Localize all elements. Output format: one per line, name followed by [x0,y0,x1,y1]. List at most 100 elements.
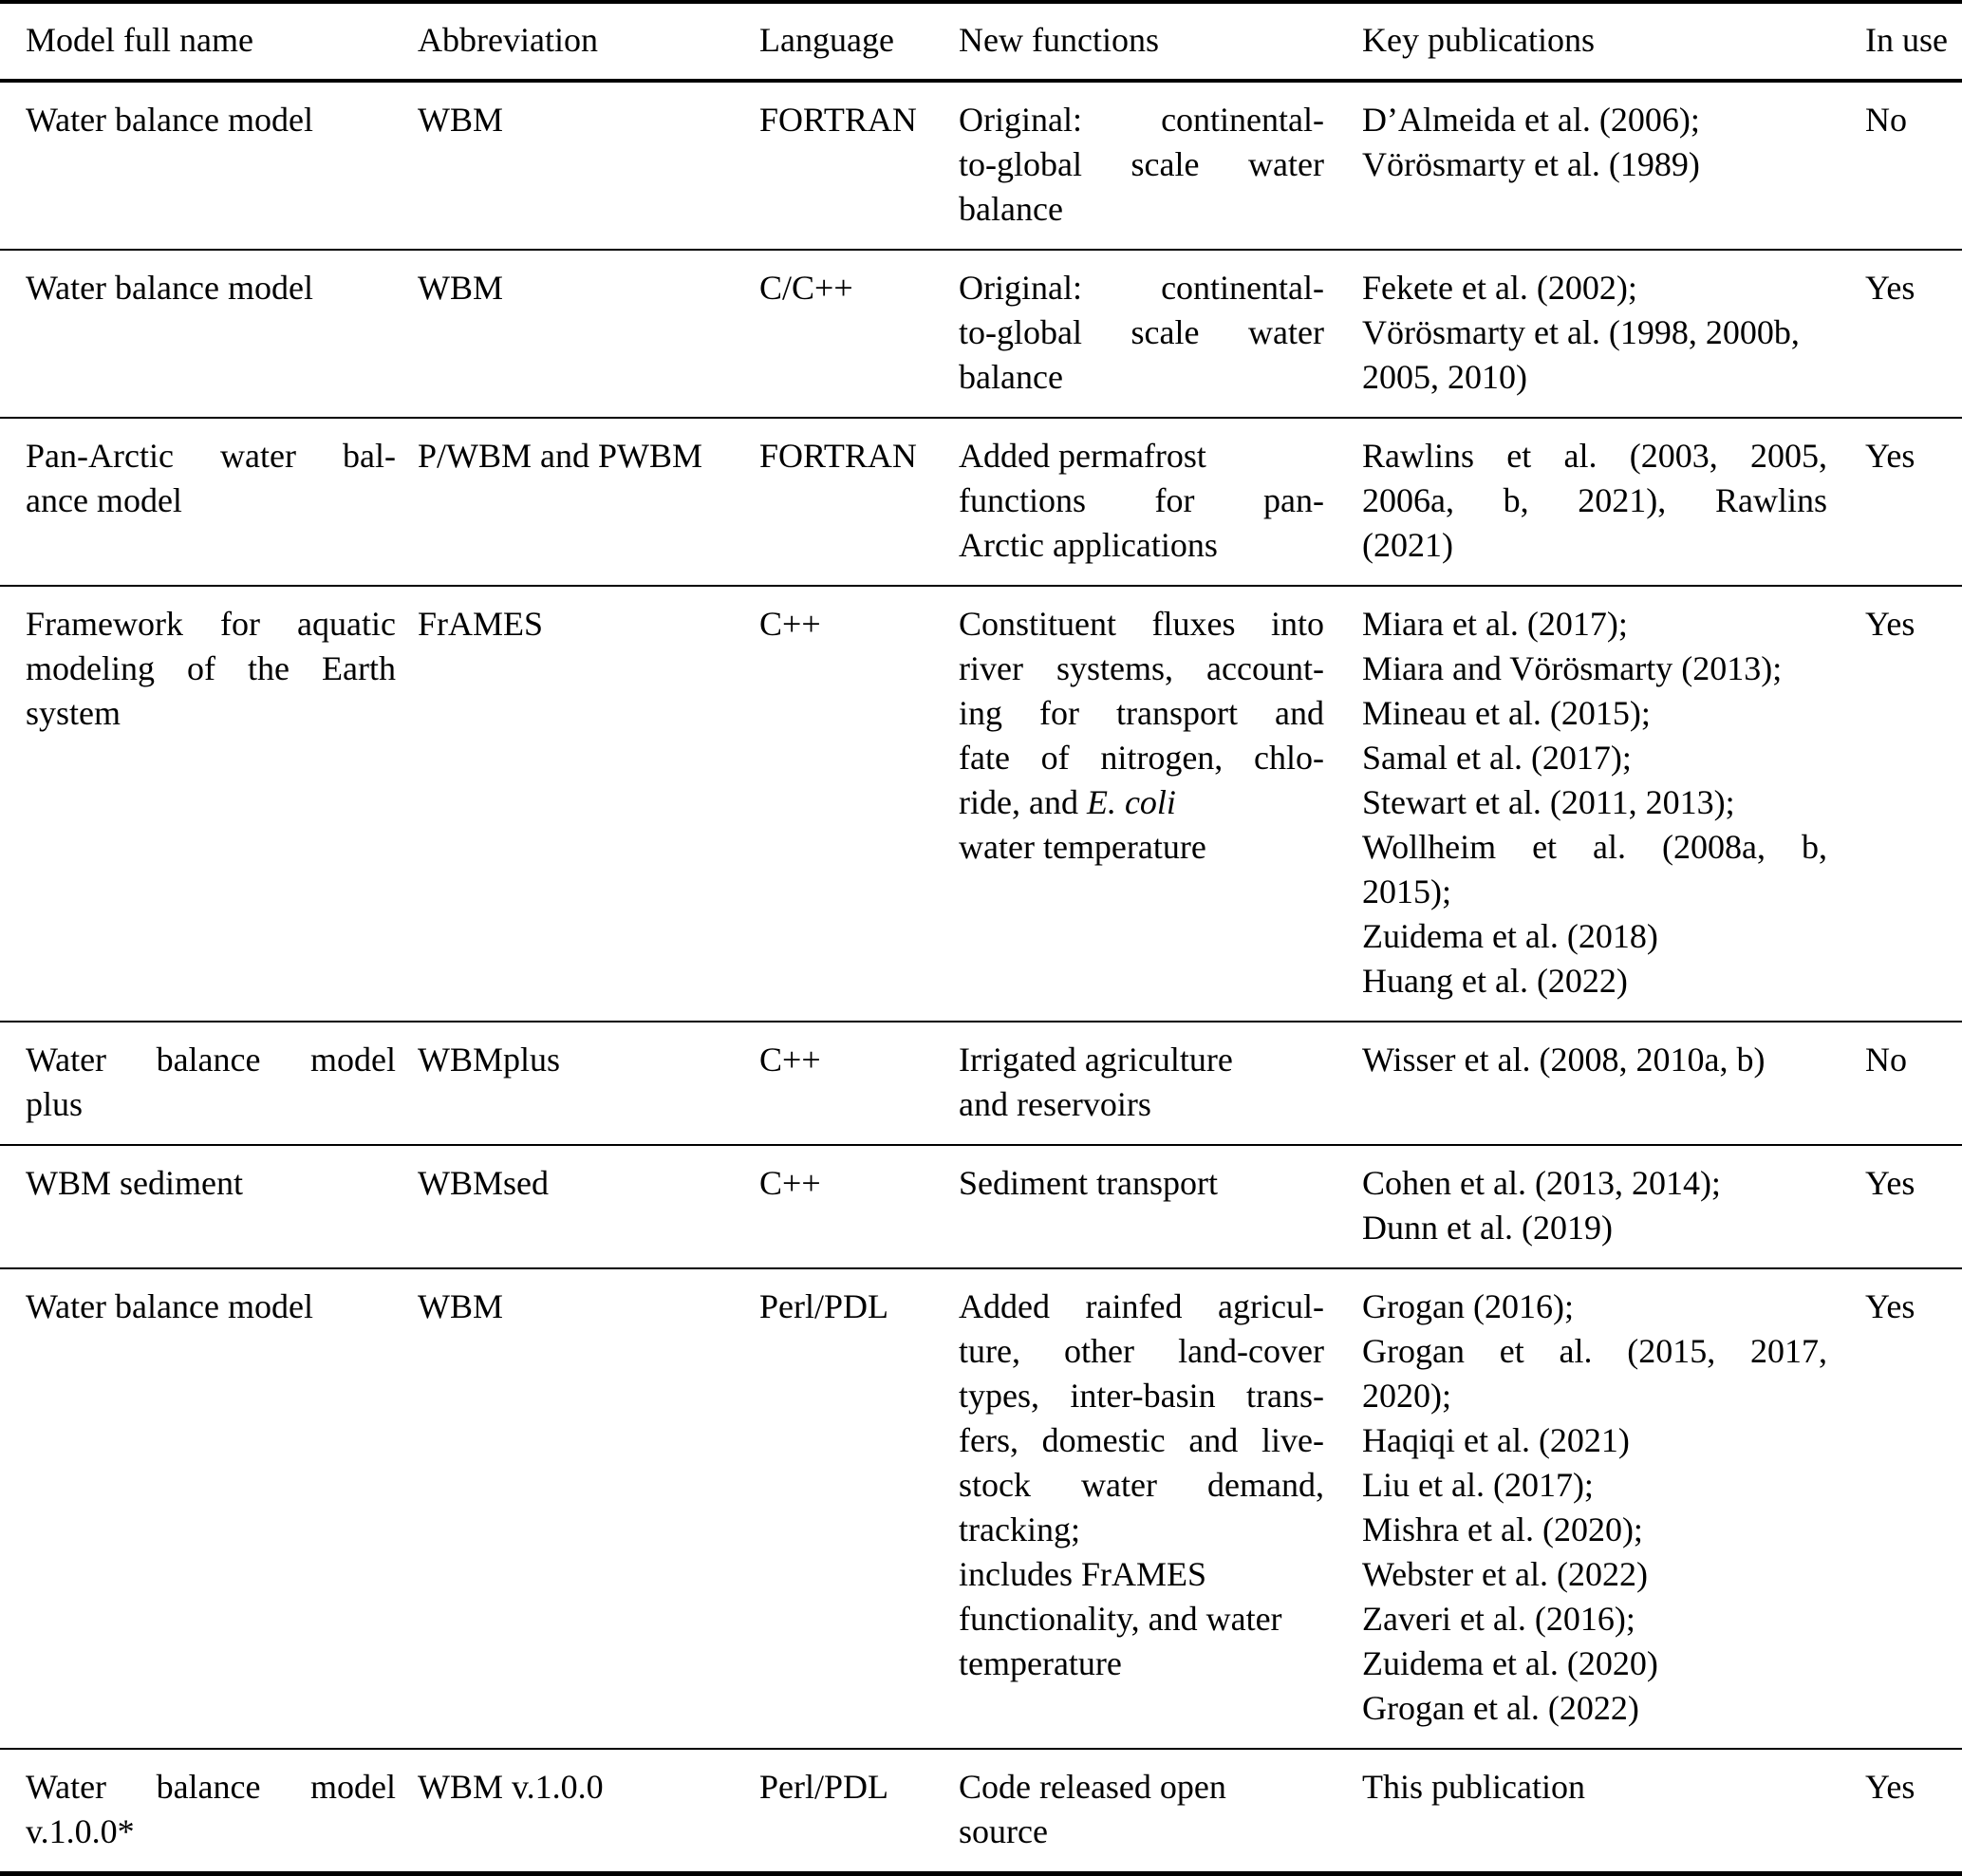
cell-line: Constituent fluxes into [959,605,1324,643]
cell-new-functions: Sediment transport [959,1145,1362,1268]
cell-key-publications: Wisser et al. (2008, 2010a, b) [1362,1022,1865,1145]
cell-abbreviation: WBMplus [418,1022,759,1145]
cell-line: Perl/PDL [759,1768,889,1806]
cell-line: WBM sediment [26,1164,243,1202]
cell-line: WBM v.1.0.0 [418,1768,604,1806]
cell-line: Grogan et al. (2022) [1362,1689,1639,1727]
cell-line: tracking; [959,1510,1080,1548]
cell-line: WBM [418,101,503,139]
cell-line: v.1.0.0* [26,1812,135,1850]
cell-new-functions: Added rainfed agricul-ture, other land-cover… [959,1268,1362,1749]
cell-line: Added rainfed agricul- [959,1287,1324,1325]
cell-abbreviation: WBM [418,250,759,418]
cell-in-use: Yes [1865,586,1962,1022]
cell-line: WBM [418,1287,503,1325]
cell-line: 2020); [1362,1377,1451,1415]
cell-model-full-name: WBM sediment [0,1145,418,1268]
cell-new-functions: Original: continental-to-global scale water… [959,250,1362,418]
cell-line: functions for pan- [959,481,1324,519]
cell-line: Miara et al. (2017); [1362,605,1628,643]
cell-line: WBMplus [418,1041,561,1079]
cell-line: Cohen et al. (2013, 2014); [1362,1164,1721,1202]
cell-abbreviation: WBM [418,81,759,250]
cell-line: FrAMES [418,605,544,643]
cell-line: Miara and Vörösmarty (2013); [1362,649,1783,687]
cell-line: fate of nitrogen, chlo- [959,739,1324,777]
table-row: Framework for aquatic modeling of the Earth sys… [0,586,1962,1022]
cell-model-full-name: Water balance model v.1.0.0* [0,1749,418,1874]
cell-new-functions: Constituent fluxes into river systems, accoun… [959,586,1362,1022]
table-row: Water balance model WBM Perl/PDL Added rainf… [0,1268,1962,1749]
cell-language: C++ [759,1022,959,1145]
cell-line: D’Almeida et al. (2006); [1362,101,1700,139]
cell-line: Yes [1865,1164,1915,1202]
cell-key-publications: Miara et al. (2017); Miara and Vörösmarty… [1362,586,1865,1022]
cell-language: C/C++ [759,250,959,418]
cell-in-use: Yes [1865,250,1962,418]
cell-model-full-name: Framework for aquatic modeling of the Earth sys… [0,586,418,1022]
cell-line: Water balance model [26,101,313,139]
cell-line: Pan-Arctic water bal- [26,437,396,475]
cell-line: Water balance model [26,1768,396,1806]
cell-model-full-name: Pan-Arctic water bal-ance model [0,418,418,586]
cell-line: Mineau et al. (2015); [1362,694,1651,732]
cell-line: C++ [759,1041,821,1079]
cell-line: 2006a, b, 2021), Rawlins [1362,481,1827,519]
cell-line: Liu et al. (2017); [1362,1466,1594,1504]
cell-new-functions: Irrigated agriculture and reservoirs [959,1022,1362,1145]
table-header-row: Model full name Abbreviation Language New f… [0,2,1962,81]
cell-new-functions: Original: continental-to-global scale water… [959,81,1362,250]
table-header: Model full name Abbreviation Language New f… [0,2,1962,81]
cell-line: Vörösmarty et al. (1998, 2000b, [1362,313,1800,351]
cell-line: ride, and E. coli [959,783,1176,821]
cell-in-use: No [1865,1022,1962,1145]
table-row: Water balance model plus WBMplus C++ Irrigated… [0,1022,1962,1145]
cell-line: Arctic applications [959,526,1218,564]
cell-line: balance [959,190,1063,228]
cell-line: temperature [959,1644,1122,1682]
cell-language: Perl/PDL [759,1749,959,1874]
cell-line: balance [959,358,1063,396]
cell-model-full-name: Water balance model [0,250,418,418]
cell-line: Samal et al. (2017); [1362,739,1632,777]
cell-line: Grogan et al. (2015, 2017, [1362,1332,1827,1370]
cell-line: ture, other land-cover [959,1332,1324,1370]
cell-line: includes FrAMES [959,1555,1206,1593]
cell-line: Wollheim et al. (2008a, b, [1362,828,1827,866]
cell-line: Yes [1865,1287,1915,1325]
column-header-new-functions: New functions [959,21,1159,59]
cell-line: WBMsed [418,1164,549,1202]
cell-line: FORTRAN [759,437,917,475]
cell-line: Dunn et al. (2019) [1362,1209,1613,1247]
cell-line: Yes [1865,437,1915,475]
cell-line: Zaveri et al. (2016); [1362,1600,1635,1638]
cell-line: 2015); [1362,872,1451,910]
cell-abbreviation: FrAMES [418,586,759,1022]
cell-abbreviation: WBM [418,1268,759,1749]
table-row: Pan-Arctic water bal-ance model P/WBM and P… [0,418,1962,586]
cell-language: C++ [759,586,959,1022]
cell-key-publications: This publication [1362,1749,1865,1874]
cell-line: Stewart et al. (2011, 2013); [1362,783,1735,821]
cell-line: Sediment transport [959,1164,1218,1202]
cell-line: river systems, account- [959,649,1324,687]
cell-in-use: Yes [1865,1145,1962,1268]
cell-line: C++ [759,1164,821,1202]
table-row: WBM sediment WBMsed C++ Sediment transport C… [0,1145,1962,1268]
cell-line: Mishra et al. (2020); [1362,1510,1643,1548]
cell-abbreviation: P/WBM and PWBM [418,418,759,586]
cell-line: Perl/PDL [759,1287,889,1325]
cell-line: This publication [1362,1768,1585,1806]
cell-line: source [959,1812,1048,1850]
cell-line: Fekete et al. (2002); [1362,269,1637,307]
cell-line: Grogan (2016); [1362,1287,1574,1325]
cell-model-full-name: Water balance model [0,1268,418,1749]
cell-line: Code released open [959,1768,1226,1806]
cell-line: No [1865,1041,1907,1079]
cell-in-use: No [1865,81,1962,250]
cell-key-publications: Grogan (2016); Grogan et al. (2015, 2017, 2020… [1362,1268,1865,1749]
cell-line: FORTRAN [759,101,917,139]
cell-in-use: Yes [1865,1268,1962,1749]
cell-line: modeling of the Earth [26,649,396,687]
cell-line: Framework for aquatic [26,605,396,643]
